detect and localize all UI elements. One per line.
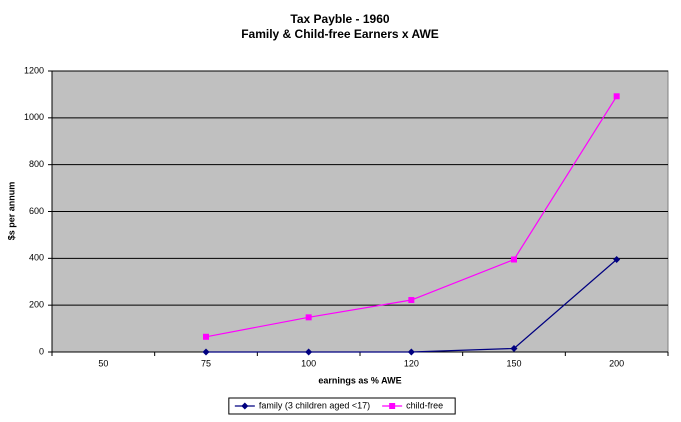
marker (203, 333, 209, 340)
marker (305, 314, 312, 321)
x-tick-label: 150 (506, 358, 521, 368)
legend-label: family (3 children aged <17) (259, 400, 370, 410)
marker (407, 348, 415, 356)
marker (511, 256, 517, 263)
x-tick-label: 200 (609, 358, 624, 368)
y-tick-label: 0 (39, 346, 44, 356)
marker (389, 403, 396, 409)
x-tick-label: 50 (98, 358, 108, 368)
marker (510, 344, 518, 352)
y-tick-label: 200 (29, 300, 44, 310)
legend: family (3 children aged <17) child-free (228, 397, 456, 415)
marker (202, 348, 210, 356)
y-tick-label: 1200 (24, 65, 44, 75)
x-tick-label: 100 (301, 358, 316, 368)
x-tick-label: 120 (404, 358, 419, 368)
chart-subtitle: Family & Child-free Earners x AWE (241, 27, 439, 41)
y-tick-label: 600 (29, 206, 44, 216)
marker (241, 402, 249, 410)
marker (408, 297, 415, 304)
marker (613, 256, 621, 264)
marker (613, 93, 620, 100)
y-axis-title: $s per annum (6, 182, 16, 241)
marker (305, 348, 313, 356)
legend-label: child-free (406, 400, 443, 410)
legend-box (228, 397, 456, 415)
y-tick-label: 800 (29, 159, 44, 169)
x-axis-title: earnings as % AWE (318, 375, 401, 385)
y-tick-label: 1000 (24, 112, 44, 122)
chart-title: Tax Payble - 1960 (290, 12, 389, 26)
y-tick-label: 400 (29, 253, 44, 263)
x-tick-label: 75 (201, 358, 211, 368)
